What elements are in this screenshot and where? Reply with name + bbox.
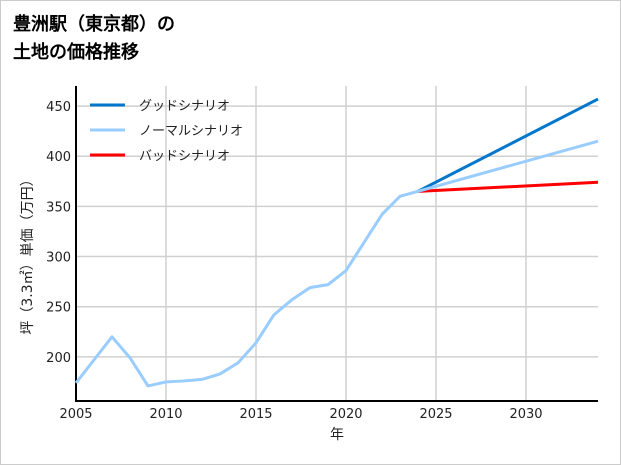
series-line-0 xyxy=(417,97,599,193)
chart-title-line-1: 豊洲駅（東京都）の xyxy=(13,14,175,35)
x-tick-label: 2005 xyxy=(59,407,92,422)
legend-label: ノーマルシナリオ xyxy=(139,124,243,139)
series-line-2 xyxy=(417,180,599,193)
y-axis-label: 坪（3.3㎡）単価（万円） xyxy=(20,172,36,334)
y-tick-label: 250 xyxy=(46,301,71,316)
y-tick-label: 350 xyxy=(46,200,71,215)
x-tick-label: 2025 xyxy=(419,407,452,422)
chart-title-line-2: 土地の価格推移 xyxy=(13,42,139,63)
x-tick-label: 2030 xyxy=(509,407,542,422)
y-tick-label: 300 xyxy=(46,251,71,266)
y-tick-label: 200 xyxy=(46,351,71,366)
series-line-1 xyxy=(74,139,599,388)
x-axis-label: 年 xyxy=(330,427,344,443)
x-tick-label: 2015 xyxy=(239,407,272,422)
chart-title: 豊洲駅（東京都）の 土地の価格推移 xyxy=(13,11,175,67)
x-tick-label: 2010 xyxy=(149,407,182,422)
y-tick-label: 450 xyxy=(46,100,71,115)
y-tick-label: 400 xyxy=(46,150,71,165)
x-tick-label: 2020 xyxy=(329,407,362,422)
legend-label: グッドシナリオ xyxy=(139,99,230,114)
legend-label: バッドシナリオ xyxy=(139,149,230,164)
